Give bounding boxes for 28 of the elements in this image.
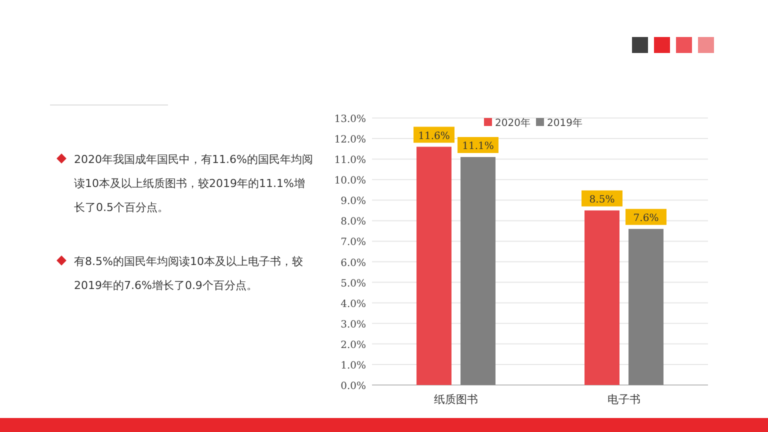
- bar: [584, 210, 620, 385]
- y-tick-label: 9.0%: [340, 196, 366, 208]
- y-tick-label: 1.0%: [340, 360, 366, 372]
- bar: [460, 157, 496, 385]
- bar: [416, 146, 452, 385]
- y-tick-label: 11.0%: [334, 155, 366, 166]
- data-label: 11.6%: [418, 130, 450, 142]
- y-tick-label: 12.0%: [334, 134, 366, 146]
- legend-label: 2020年: [495, 117, 530, 129]
- y-tick-label: 0.0%: [340, 381, 366, 392]
- y-tick-label: 2.0%: [340, 340, 366, 351]
- data-label: 7.6%: [633, 212, 659, 224]
- x-tick-label: 纸质图书: [434, 393, 478, 406]
- y-tick-label: 6.0%: [340, 258, 366, 269]
- text: 有8.5%的国民年均阅读10本及以上电子书，较2019年的7.6%增长了0.9个百分点。: [73, 254, 304, 294]
- y-tick-label: 5.0%: [340, 278, 366, 290]
- y-tick-label: 13.0%: [334, 114, 366, 125]
- y-tick-label: 7.0%: [340, 237, 366, 248]
- y-tick-label: 4.0%: [340, 298, 366, 310]
- y-tick-label: 3.0%: [340, 319, 366, 330]
- data-label: 8.5%: [589, 194, 615, 206]
- x-tick-label: 电子书: [608, 393, 640, 406]
- y-tick-label: 10.0%: [334, 176, 366, 187]
- legend-label: 2019年: [547, 117, 582, 129]
- bar: [628, 228, 664, 385]
- y-tick-label: 8.0%: [340, 216, 366, 228]
- text: 2020年我国成年国民中，有11.6%的国民年均阅读10本及以上纸质图书，较2019年的11.1%增长了0.5个百分点。: [73, 152, 314, 216]
- data-label: 11.1%: [462, 141, 494, 152]
